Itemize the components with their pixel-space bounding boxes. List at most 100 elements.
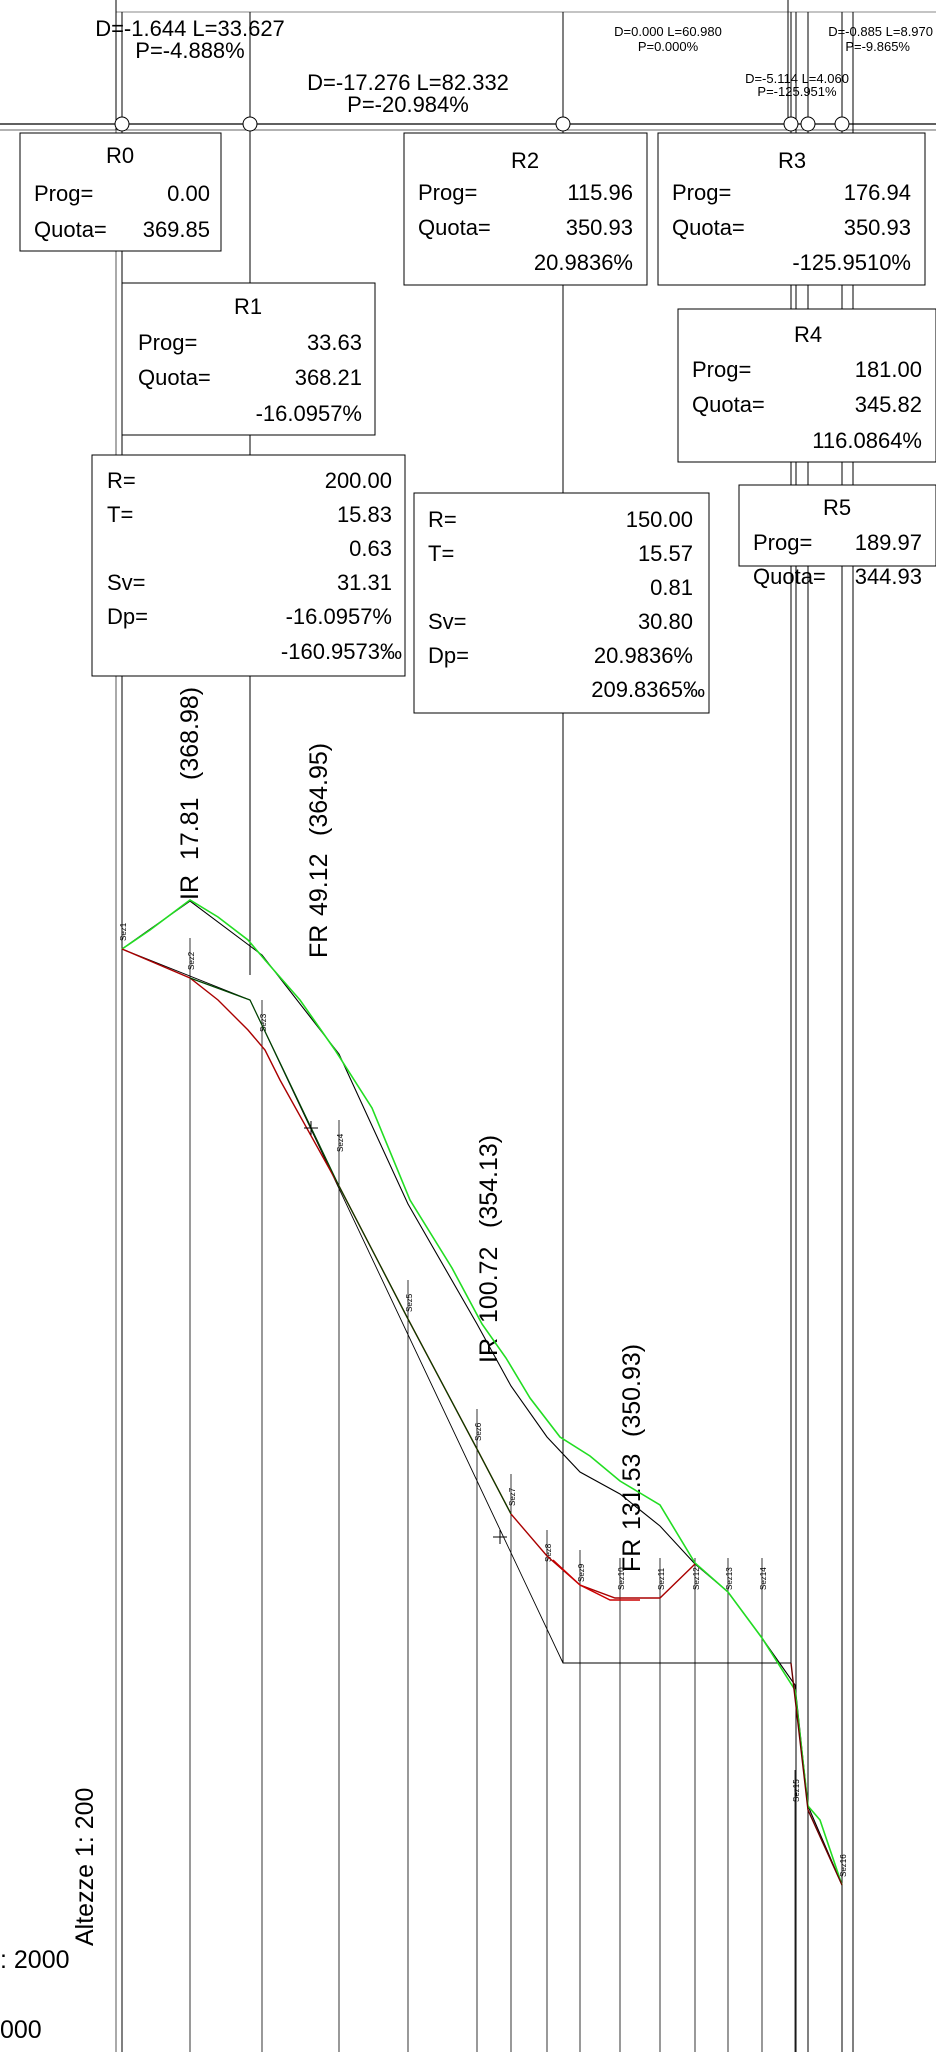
svg-text:17.81: 17.81 bbox=[176, 797, 204, 860]
svg-text:R0: R0 bbox=[106, 143, 134, 168]
curve-marker-fr-1: FR 49.12 (364.95) bbox=[305, 743, 333, 958]
segment-0-line2: P=-4.888% bbox=[135, 38, 244, 63]
section-label: Sez10 bbox=[617, 1567, 626, 1590]
svg-text:IR: IR bbox=[176, 875, 204, 900]
svg-text:-16.0957%: -16.0957% bbox=[256, 401, 362, 426]
section-label: Sez5 bbox=[405, 1293, 414, 1312]
vertex-box-r4: R4 Prog= 181.00 Quota= 345.82 116.0864% bbox=[677, 308, 936, 463]
svg-text:209.8365‰: 209.8365‰ bbox=[591, 677, 705, 702]
svg-text:(350.93): (350.93) bbox=[618, 1344, 646, 1437]
svg-text:0.00: 0.00 bbox=[167, 181, 210, 206]
curve-marker-fr-2: FR 131.53 (350.93) bbox=[618, 1344, 646, 1572]
vertex-circles bbox=[114, 116, 850, 132]
svg-text:368.21: 368.21 bbox=[295, 365, 362, 390]
svg-text:Altezze 1: 200: Altezze 1: 200 bbox=[71, 1788, 99, 1946]
svg-text:350.93: 350.93 bbox=[566, 215, 633, 240]
section-label: Sez15 bbox=[792, 1779, 801, 1802]
scale-bottom: 000 bbox=[0, 2016, 42, 2044]
vertex-box-r5: R5 Prog= 189.97 Quota= 344.93 bbox=[738, 484, 936, 589]
section-label: Sez11 bbox=[657, 1567, 666, 1590]
section-lines bbox=[121, 909, 843, 2052]
svg-text:15.83: 15.83 bbox=[337, 502, 392, 527]
svg-text:345.82: 345.82 bbox=[855, 392, 922, 417]
svg-text:Quota=: Quota= bbox=[34, 217, 107, 242]
section-label: Sez3 bbox=[259, 1013, 268, 1032]
svg-text:20.9836%: 20.9836% bbox=[534, 250, 633, 275]
svg-text:Quota=: Quota= bbox=[753, 564, 826, 589]
svg-text:100.72: 100.72 bbox=[475, 1247, 503, 1323]
vertex-box-r1: R1 Prog= 33.63 Quota= 368.21 -16.0957% bbox=[121, 282, 376, 436]
svg-text:350.93: 350.93 bbox=[844, 215, 911, 240]
profile-lines bbox=[121, 899, 843, 1886]
curve-box-2: R= 150.00 T= 15.57 0.81 Sv= 30.80 Dp= 20… bbox=[413, 492, 710, 714]
brown-drop bbox=[790, 1662, 843, 1886]
section-label: Sez9 bbox=[577, 1563, 586, 1582]
svg-text:115.96: 115.96 bbox=[567, 180, 633, 205]
svg-text:FR: FR bbox=[618, 1539, 646, 1572]
svg-text:Dp=: Dp= bbox=[428, 643, 469, 668]
segment-4-line1: D=-5.114 L=4.060 bbox=[745, 71, 849, 86]
grade-line bbox=[189, 977, 512, 1515]
svg-text:R=: R= bbox=[107, 468, 136, 493]
svg-text:(354.13): (354.13) bbox=[475, 1135, 503, 1228]
svg-text:49.12: 49.12 bbox=[305, 853, 333, 916]
svg-text:0.63: 0.63 bbox=[349, 536, 392, 561]
svg-text:FR: FR bbox=[305, 925, 333, 958]
svg-text:150.00: 150.00 bbox=[626, 507, 693, 532]
svg-text:369.85: 369.85 bbox=[143, 217, 210, 242]
segment-1-line1: D=-17.276 L=82.332 bbox=[307, 70, 509, 95]
segment-2-line1: D=0.000 L=60.980 bbox=[614, 24, 722, 39]
svg-text:Quota=: Quota= bbox=[138, 365, 211, 390]
section-labels: Sez1 Sez2 Sez3 Sez4 Sez5 Sez6 Sez7 Sez8 Sez9 Sez1… bbox=[119, 922, 848, 1877]
svg-text:-125.9510%: -125.9510% bbox=[792, 250, 911, 275]
segment-1-line2: P=-20.984% bbox=[347, 92, 469, 117]
svg-text:344.93: 344.93 bbox=[855, 564, 922, 589]
svg-text:R4: R4 bbox=[794, 322, 822, 347]
scale-lengths: : 2000 bbox=[0, 1946, 70, 1974]
svg-text:(368.98): (368.98) bbox=[176, 687, 204, 780]
segment-2-line2: P=0.000% bbox=[638, 39, 699, 54]
svg-text:Sv=: Sv= bbox=[428, 609, 467, 634]
svg-text:Quota=: Quota= bbox=[418, 215, 491, 240]
curve-box-1: R= 200.00 T= 15.83 0.63 Sv= 31.31 Dp= -1… bbox=[91, 454, 406, 677]
svg-text:20.9836%: 20.9836% bbox=[594, 643, 693, 668]
section-label: Sez6 bbox=[474, 1422, 483, 1441]
svg-text:R=: R= bbox=[428, 507, 457, 532]
curve-marker-ir-1: IR 17.81 (368.98) bbox=[176, 687, 204, 900]
section-label: Sez2 bbox=[187, 951, 196, 970]
svg-text:-160.9573‰: -160.9573‰ bbox=[281, 639, 402, 664]
svg-text:(364.95): (364.95) bbox=[305, 743, 333, 836]
segment-3-line1: D=-0.885 L=8.970 bbox=[828, 24, 933, 39]
svg-text:176.94: 176.94 bbox=[844, 180, 911, 205]
svg-text:Prog=: Prog= bbox=[34, 181, 93, 206]
svg-text:Prog=: Prog= bbox=[138, 330, 197, 355]
svg-text:Quota=: Quota= bbox=[692, 392, 765, 417]
vertex-box-r0: R0 Prog= 0.00 Quota= 369.85 bbox=[19, 132, 222, 252]
svg-text:Dp=: Dp= bbox=[107, 604, 148, 629]
svg-text:R5: R5 bbox=[823, 495, 851, 520]
ticks bbox=[304, 1121, 507, 1544]
svg-text:R1: R1 bbox=[234, 294, 262, 319]
svg-text:-16.0957%: -16.0957% bbox=[286, 604, 392, 629]
tangent-polygon bbox=[121, 948, 791, 1664]
svg-text:T=: T= bbox=[107, 502, 133, 527]
svg-text:116.0864%: 116.0864% bbox=[812, 428, 922, 453]
svg-text:Prog=: Prog= bbox=[418, 180, 477, 205]
section-label: Sez7 bbox=[508, 1487, 517, 1506]
vertex-box-r2: R2 Prog= 115.96 Quota= 350.93 20.9836% bbox=[403, 132, 648, 286]
svg-text:181.00: 181.00 bbox=[855, 357, 922, 382]
svg-text:131.53: 131.53 bbox=[618, 1454, 646, 1530]
upper-black-profile bbox=[121, 900, 843, 1886]
section-label: Sez14 bbox=[759, 1567, 768, 1590]
section-label: Sez1 bbox=[119, 922, 128, 941]
segment-0-line1: D=-1.644 L=33.627 bbox=[95, 16, 285, 41]
red-curve-2 bbox=[552, 1559, 640, 1601]
svg-text:T=: T= bbox=[428, 541, 454, 566]
section-label: Sez12 bbox=[692, 1567, 701, 1590]
svg-text:Sv=: Sv= bbox=[107, 570, 146, 595]
svg-text:Prog=: Prog= bbox=[692, 357, 751, 382]
segment-labels: D=-1.644 L=33.627 P=-4.888% D=-17.276 L=… bbox=[95, 16, 933, 117]
scale-heights: Altezze 1: 200 bbox=[71, 1788, 99, 1946]
svg-text:Prog=: Prog= bbox=[753, 530, 812, 555]
svg-text:IR: IR bbox=[475, 1338, 503, 1363]
